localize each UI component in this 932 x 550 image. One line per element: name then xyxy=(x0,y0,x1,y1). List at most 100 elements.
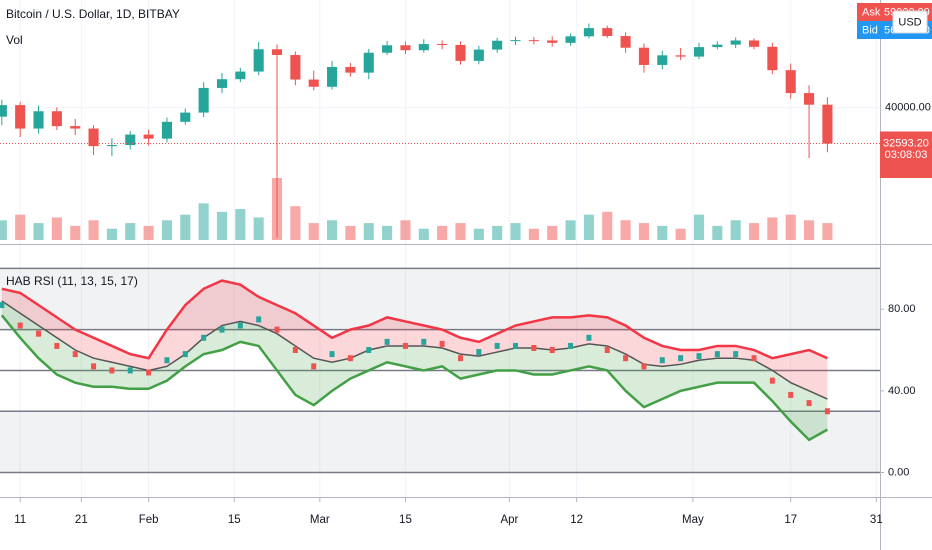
candle-body xyxy=(51,111,62,127)
candle-body xyxy=(0,105,7,117)
volume-bar xyxy=(15,214,26,240)
candle-body xyxy=(602,28,613,37)
rsi-candle xyxy=(623,355,629,362)
volume-label: Vol xyxy=(6,33,23,47)
price-pane xyxy=(0,23,880,240)
x-tick-label: 15 xyxy=(228,514,241,526)
candle-body xyxy=(620,36,631,48)
countdown-bg xyxy=(880,142,932,178)
rsi-candle xyxy=(201,334,207,341)
volume-bar xyxy=(290,206,301,240)
rsi-candle xyxy=(696,353,702,360)
volume-bar xyxy=(235,209,246,240)
volume-bar xyxy=(693,214,705,240)
volume-bar xyxy=(70,225,81,240)
candle-body xyxy=(785,70,796,94)
rsi-candle xyxy=(146,369,152,376)
volume-bar xyxy=(33,223,44,240)
volume-bar xyxy=(822,223,833,240)
rsi-candle xyxy=(659,357,665,364)
candle-body xyxy=(528,40,539,42)
last-price: 03:08:03 32593.20 xyxy=(880,131,932,178)
rsi-candle xyxy=(237,322,243,329)
rsi-pane xyxy=(0,267,880,474)
rsi-candle xyxy=(329,351,335,358)
rsi-candle xyxy=(788,391,794,398)
candle-body xyxy=(455,44,466,61)
x-tick-label: 31 xyxy=(870,514,883,526)
ask-label: Ask xyxy=(862,6,881,18)
lower-line xyxy=(0,314,829,442)
currency-button[interactable]: USD xyxy=(892,10,928,34)
rsi-candle xyxy=(0,302,5,309)
volume-bar xyxy=(675,228,686,240)
x-tick-label: Feb xyxy=(139,514,159,526)
candle-body xyxy=(437,44,448,46)
volume-bar xyxy=(106,228,117,240)
volume-bar xyxy=(180,214,191,240)
volume-bar xyxy=(748,223,760,240)
candle-body xyxy=(804,93,815,105)
candle-body xyxy=(510,40,521,42)
rsi-candle xyxy=(568,342,574,349)
volume-bar xyxy=(382,225,393,240)
y-tick-label: 0.00 xyxy=(888,466,909,478)
volume-bar xyxy=(583,214,594,240)
shaded-zone xyxy=(0,268,880,330)
volume-bar xyxy=(327,220,338,240)
rsi-candle xyxy=(311,363,317,370)
rsi-candle xyxy=(714,351,720,358)
volume-bar xyxy=(547,225,558,240)
candle-body xyxy=(345,67,356,73)
volume-bar xyxy=(767,217,778,240)
symbol-title: Bitcoin / U.S. Dollar, 1D, BITBAY xyxy=(6,7,180,21)
rsi-candle xyxy=(751,355,757,362)
band-fill xyxy=(1,280,828,400)
axes: 40000.00 11 21 Feb 15 Mar 15 Apr 12 May 17 31 0.00 40… xyxy=(14,102,931,526)
candle-body xyxy=(253,49,264,72)
volume-bar xyxy=(308,223,319,240)
candle-body xyxy=(106,145,117,147)
y-tick-label: 40.00 xyxy=(888,385,916,397)
indicator-title: HAB RSI (11, 13, 15, 17) xyxy=(6,274,138,288)
band-fill xyxy=(1,301,828,440)
rsi-candle xyxy=(182,351,188,358)
rsi-candle xyxy=(256,316,262,323)
candle-body xyxy=(418,44,429,51)
rsi-candle xyxy=(733,351,739,358)
candle-body xyxy=(492,40,503,50)
x-tick-label: Mar xyxy=(310,514,330,526)
candle-body xyxy=(565,36,576,43)
candle-body xyxy=(198,87,209,113)
basis-line xyxy=(1,300,828,400)
grid xyxy=(0,0,880,497)
candle-body xyxy=(822,104,833,144)
rsi-candle xyxy=(549,347,555,354)
rsi-candle xyxy=(402,342,408,349)
rsi-candle xyxy=(219,326,225,333)
rsi-candle xyxy=(769,377,775,384)
rsi-candle xyxy=(457,355,463,362)
volume-bar xyxy=(510,223,521,240)
rsi-candle xyxy=(54,342,60,349)
currency[interactable]: USD xyxy=(898,16,921,28)
volume-bar xyxy=(253,217,264,240)
rsi-candle xyxy=(366,347,372,354)
volume-bar xyxy=(88,220,99,240)
candle-body xyxy=(657,55,668,65)
rsi-candle xyxy=(824,408,830,415)
bid-label: Bid xyxy=(862,24,878,36)
currency-bg[interactable] xyxy=(892,10,928,34)
candle-body xyxy=(382,45,393,53)
rsi-candle xyxy=(494,342,500,349)
volume-bar xyxy=(437,225,448,240)
volume-bar xyxy=(216,211,228,240)
volume-bar xyxy=(143,225,154,240)
candle-body xyxy=(180,112,191,122)
rsi-candle xyxy=(531,344,537,351)
volume-bar xyxy=(565,220,576,240)
candle-body xyxy=(308,79,319,87)
x-tick-label: 21 xyxy=(75,514,88,526)
volume-bar xyxy=(785,214,796,240)
volume-bar xyxy=(492,225,503,240)
